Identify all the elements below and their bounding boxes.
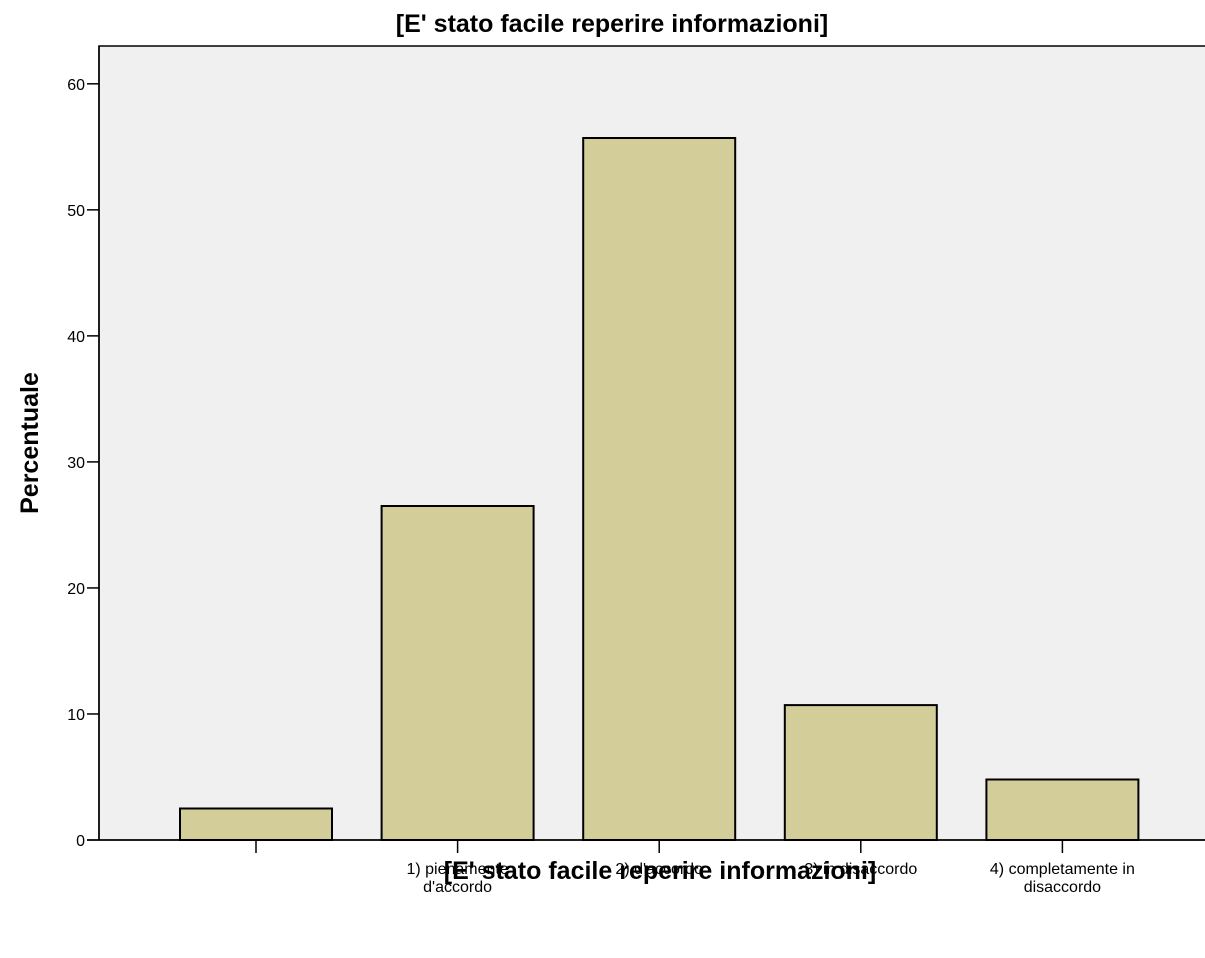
bar xyxy=(179,807,333,841)
bar xyxy=(985,778,1140,841)
x-tick-label: 3) in disaccordo xyxy=(804,861,917,878)
y-tick-label: 0 xyxy=(76,833,85,850)
y-tick-label: 40 xyxy=(67,329,85,346)
chart-title: [E' stato facile reperire informazioni] xyxy=(396,10,828,38)
y-axis: 0 10 20 30 40 50 60 xyxy=(67,46,100,850)
x-axis: 1) pienamente d'accordo 2) d'accordo 3) in … xyxy=(87,839,1205,896)
y-tick-label: 30 xyxy=(67,455,85,472)
y-tick-label: 10 xyxy=(67,707,85,724)
x-tick-label: 4) completamente in disaccordo xyxy=(990,861,1135,896)
bar xyxy=(582,137,737,841)
bar xyxy=(783,704,938,841)
y-axis-title: Percentuale xyxy=(16,372,44,514)
bar xyxy=(380,505,535,841)
x-tick-label: 2) d'accordo xyxy=(615,861,703,878)
x-tick-label: 1) pienamente d'accordo xyxy=(406,861,508,896)
y-tick-label: 60 xyxy=(67,77,85,94)
y-tick-label: 20 xyxy=(67,581,85,598)
x-axis-title: [E' stato facile reperire informazioni] xyxy=(444,857,876,885)
y-tick-label: 50 xyxy=(67,203,85,220)
